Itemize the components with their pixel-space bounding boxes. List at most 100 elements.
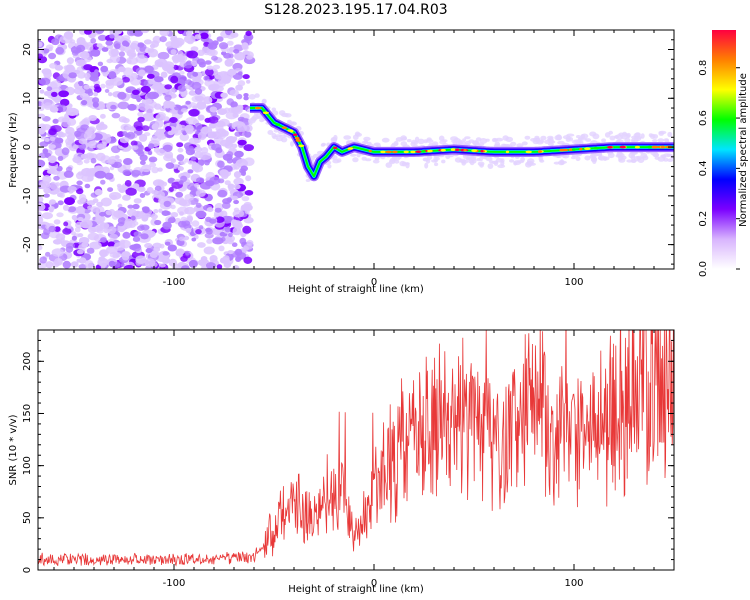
- noise-blob: [148, 78, 155, 85]
- noise-blob: [223, 107, 230, 114]
- noise-blob: [99, 211, 106, 217]
- noise-blob: [147, 150, 153, 156]
- noise-blob: [95, 123, 104, 131]
- noise-blob: [42, 175, 52, 184]
- noise-blob: [188, 259, 198, 268]
- noise-blob: [245, 30, 252, 37]
- noise-blob: [176, 142, 184, 148]
- noise-blob: [38, 202, 46, 212]
- halo-blob: [476, 158, 481, 162]
- ridge-peak: [287, 129, 294, 132]
- noise-blob: [57, 131, 64, 138]
- noise-blob: [163, 154, 174, 162]
- noise-blob: [86, 200, 96, 206]
- halo-blob: [608, 130, 613, 135]
- noise-blob: [67, 133, 75, 142]
- noise-blob: [137, 116, 145, 123]
- noise-blob: [222, 202, 231, 209]
- halo-blob: [591, 156, 597, 162]
- noise-blob: [151, 166, 159, 174]
- noise-blob: [167, 177, 176, 184]
- halo-blob: [422, 157, 428, 162]
- halo-blob: [615, 134, 623, 140]
- noise-blob: [72, 156, 82, 164]
- noise-blob: [197, 115, 204, 121]
- noise-blob: [62, 70, 71, 79]
- noise-blob: [108, 92, 113, 97]
- noise-blob: [130, 140, 138, 147]
- noise-blob: [100, 197, 112, 207]
- ridge-peak: [281, 126, 287, 129]
- snr-y-tick-label: 50: [22, 511, 33, 524]
- noise-blob: [101, 135, 112, 144]
- noise-blob: [89, 241, 102, 250]
- noise-blob: [76, 188, 84, 195]
- noise-blob: [191, 237, 197, 242]
- noise-blob: [206, 207, 214, 213]
- noise-blob: [39, 89, 45, 94]
- noise-blob: [56, 165, 63, 172]
- noise-blob: [143, 39, 152, 45]
- ridge-peak: [415, 150, 422, 153]
- ridge-peak: [619, 145, 626, 149]
- noise-blob: [197, 259, 205, 266]
- noise-blob: [130, 42, 138, 50]
- noise-blob: [233, 171, 242, 179]
- noise-blob: [52, 239, 63, 245]
- noise-blob: [108, 260, 116, 268]
- noise-blob: [234, 150, 244, 158]
- noise-blob: [49, 136, 56, 142]
- noise-blob: [233, 183, 241, 190]
- noise-blob: [49, 106, 59, 113]
- noise-blob: [126, 208, 137, 217]
- ridge-peak: [254, 106, 262, 110]
- noise-blob: [38, 41, 43, 48]
- noise-blob: [214, 207, 222, 213]
- noise-blob: [62, 260, 71, 269]
- noise-blob: [204, 60, 212, 65]
- noise-blob: [154, 219, 162, 226]
- halo-blob: [571, 156, 576, 160]
- noise-blob: [232, 209, 245, 218]
- noise-blob: [104, 172, 114, 180]
- noise-blob: [38, 159, 46, 168]
- noise-blob: [67, 206, 77, 213]
- halo-blob: [500, 160, 505, 166]
- ridge-peak: [262, 109, 266, 112]
- noise-blob: [226, 40, 234, 46]
- noise-blob: [209, 176, 221, 185]
- noise-blob: [234, 51, 246, 61]
- noise-blob: [219, 169, 229, 177]
- noise-blob: [83, 84, 90, 90]
- noise-blob: [130, 145, 139, 151]
- noise-blob: [96, 43, 103, 48]
- noise-blob: [227, 68, 237, 76]
- noise-blob: [43, 193, 50, 198]
- noise-blob: [117, 131, 125, 138]
- halo-blob: [281, 112, 289, 118]
- noise-blob: [41, 212, 54, 220]
- halo-blob: [584, 155, 591, 161]
- noise-blob: [168, 187, 174, 192]
- noise-blob: [165, 162, 175, 170]
- halo-blob: [521, 141, 528, 146]
- halo-blob: [466, 156, 471, 160]
- noise-blob: [184, 34, 196, 44]
- noise-blob: [237, 252, 247, 260]
- noise-blob: [138, 212, 146, 219]
- noise-blob: [113, 242, 126, 251]
- halo-blob: [434, 162, 439, 167]
- noise-blob: [153, 246, 161, 253]
- noise-blob: [170, 39, 180, 49]
- noise-blob: [142, 112, 155, 122]
- noise-blob: [142, 207, 150, 214]
- noise-blob: [118, 51, 125, 57]
- noise-blob: [233, 199, 240, 205]
- halo-blob: [631, 137, 639, 143]
- noise-blob: [228, 232, 233, 238]
- noise-blob: [156, 133, 167, 140]
- noise-blob: [140, 160, 146, 165]
- halo-blob: [477, 161, 485, 167]
